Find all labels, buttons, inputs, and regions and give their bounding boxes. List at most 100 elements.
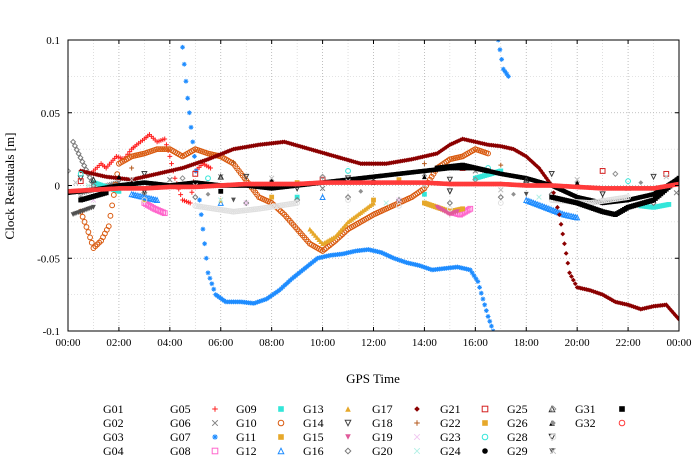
data-point bbox=[186, 110, 192, 116]
data-point bbox=[650, 173, 657, 181]
data-point bbox=[422, 264, 428, 270]
series-g14 bbox=[77, 170, 657, 184]
data-point bbox=[384, 252, 389, 258]
y-tick-label: 0 bbox=[55, 181, 61, 193]
x-tick-label: 00:00 bbox=[666, 337, 692, 349]
data-point bbox=[253, 300, 259, 306]
data-point bbox=[243, 200, 249, 206]
legend-marker bbox=[549, 448, 555, 454]
data-point bbox=[669, 308, 675, 314]
data-point bbox=[427, 266, 433, 272]
data-point bbox=[211, 154, 216, 160]
data-point bbox=[638, 180, 644, 185]
data-point bbox=[548, 170, 555, 178]
legend-label-g18: G18 bbox=[372, 416, 393, 430]
grid-lines bbox=[68, 40, 679, 331]
data-point bbox=[163, 146, 170, 153]
legend-marker bbox=[278, 434, 284, 440]
legend-label-g16: G16 bbox=[303, 444, 324, 458]
data-point bbox=[471, 273, 477, 279]
data-point bbox=[85, 182, 92, 189]
data-point bbox=[398, 258, 404, 264]
legend-marker bbox=[211, 419, 219, 427]
data-point bbox=[243, 199, 250, 207]
data-point bbox=[73, 146, 80, 153]
data-point bbox=[612, 170, 619, 177]
data-point bbox=[345, 197, 351, 203]
data-point bbox=[567, 270, 572, 276]
data-point bbox=[203, 255, 209, 261]
data-point bbox=[663, 174, 670, 180]
data-point bbox=[105, 223, 112, 230]
legend-label-g07: G07 bbox=[170, 430, 191, 444]
x-tick-label: 18:00 bbox=[514, 337, 540, 349]
data-point bbox=[473, 276, 479, 282]
data-series-layer bbox=[68, 40, 679, 331]
legend-label-g28: G28 bbox=[507, 430, 528, 444]
data-point bbox=[227, 148, 233, 153]
data-point bbox=[504, 71, 510, 77]
data-point bbox=[319, 185, 326, 192]
data-point bbox=[207, 275, 213, 281]
data-point bbox=[88, 178, 95, 185]
data-point bbox=[560, 231, 566, 237]
data-point bbox=[625, 302, 631, 308]
y-tick-label: 0.05 bbox=[41, 108, 61, 120]
data-point bbox=[523, 154, 529, 159]
data-point bbox=[514, 148, 520, 154]
data-point bbox=[128, 176, 135, 183]
data-point bbox=[447, 142, 453, 148]
data-point bbox=[116, 174, 122, 180]
data-point bbox=[420, 264, 426, 270]
data-point bbox=[483, 308, 489, 314]
y-tick-label: -0.05 bbox=[37, 253, 60, 265]
data-point bbox=[498, 162, 504, 168]
data-point bbox=[534, 163, 540, 169]
data-point bbox=[386, 253, 391, 259]
data-point bbox=[255, 299, 260, 305]
data-point bbox=[465, 206, 472, 213]
legend-label-g05: G05 bbox=[170, 402, 191, 416]
data-point bbox=[280, 284, 286, 290]
data-point bbox=[187, 200, 193, 206]
data-point bbox=[676, 316, 679, 322]
data-point bbox=[205, 175, 211, 182]
data-point bbox=[262, 297, 268, 303]
legend-label-g13: G13 bbox=[303, 402, 324, 416]
data-point bbox=[242, 173, 250, 181]
data-point bbox=[197, 197, 202, 203]
series-g31 bbox=[68, 167, 619, 183]
data-point bbox=[393, 256, 399, 262]
data-point bbox=[167, 154, 173, 159]
data-point bbox=[573, 213, 581, 221]
legend-label-g32: G32 bbox=[575, 416, 596, 430]
data-point bbox=[187, 163, 193, 168]
data-point bbox=[190, 139, 196, 145]
data-point bbox=[217, 173, 224, 180]
data-point bbox=[192, 170, 199, 177]
data-point bbox=[185, 163, 191, 169]
x-tick-label: 10:00 bbox=[310, 337, 336, 349]
x-tick-label: 02:00 bbox=[106, 337, 132, 349]
data-point bbox=[402, 259, 408, 265]
x-tick-label: 04:00 bbox=[157, 337, 183, 349]
data-point bbox=[269, 194, 275, 200]
data-point bbox=[485, 314, 491, 319]
data-point bbox=[216, 152, 222, 158]
data-point bbox=[600, 292, 606, 298]
data-point bbox=[424, 265, 429, 271]
data-point bbox=[400, 258, 406, 264]
data-point bbox=[418, 263, 424, 269]
data-point bbox=[520, 151, 526, 157]
data-point bbox=[422, 161, 427, 167]
data-point bbox=[395, 257, 400, 262]
data-point bbox=[387, 254, 393, 259]
data-point bbox=[527, 157, 533, 163]
data-point bbox=[202, 241, 208, 247]
legend-label-g06: G06 bbox=[170, 416, 191, 430]
data-point bbox=[198, 212, 204, 217]
data-point bbox=[562, 241, 567, 247]
data-point bbox=[203, 157, 209, 163]
data-point bbox=[396, 197, 402, 203]
data-point bbox=[278, 286, 284, 291]
